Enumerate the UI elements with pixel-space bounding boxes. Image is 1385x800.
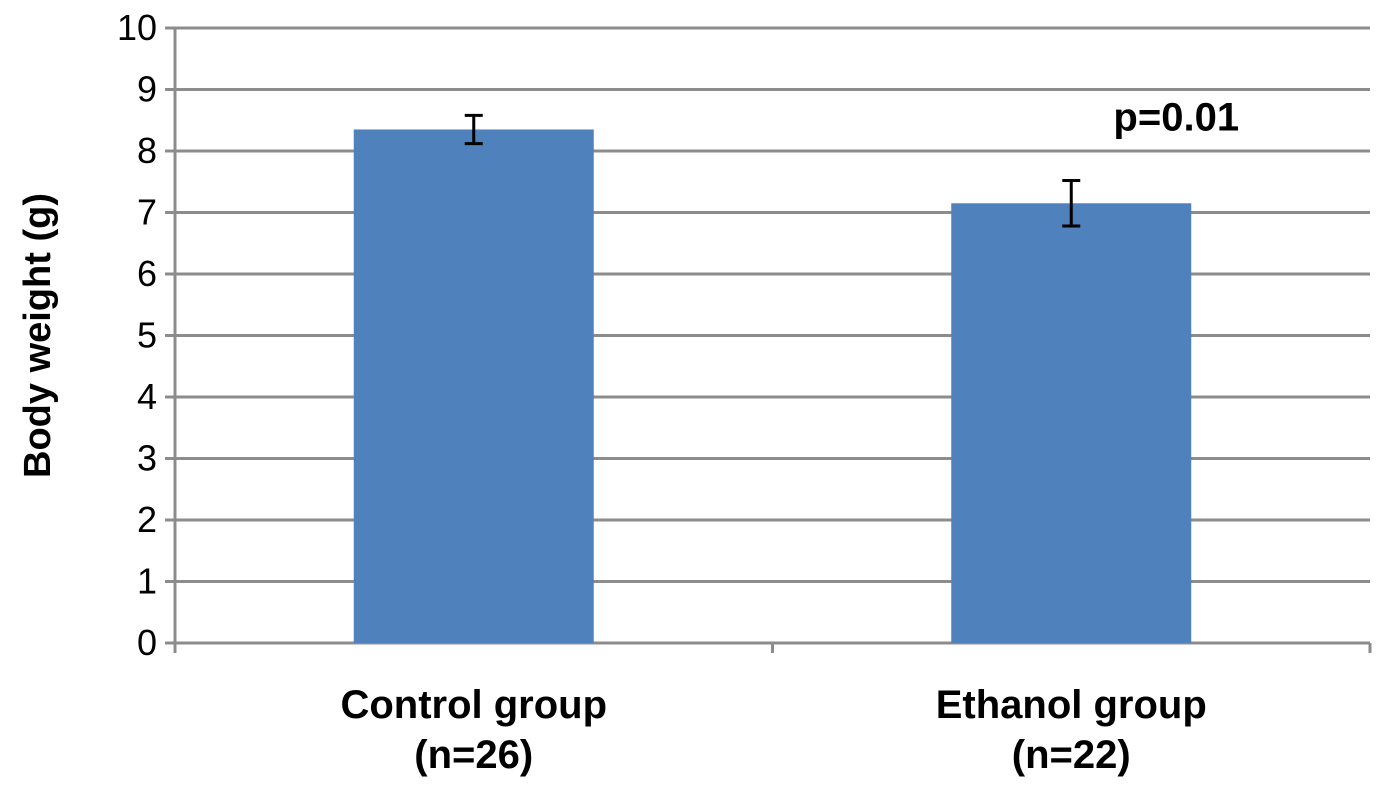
- y-tick-label: 5: [137, 315, 157, 356]
- y-tick-label: 9: [137, 69, 157, 110]
- x-category-label: (n=26): [414, 733, 533, 777]
- y-tick-label: 2: [137, 499, 157, 540]
- y-tick-label: 8: [137, 130, 157, 171]
- y-tick-label: 7: [137, 192, 157, 233]
- error-bars: [464, 113, 1081, 228]
- y-axis-title: Body weight (g): [17, 193, 59, 478]
- y-tick-label: 6: [137, 253, 157, 294]
- labels: 0 1 2 3 4 5 6 7 8 9 10 Body weight (g) Control group…: [17, 7, 1239, 777]
- bar-1: [951, 203, 1192, 643]
- x-category-label: Ethanol group: [936, 683, 1207, 727]
- x-category-label: Control group: [340, 683, 607, 727]
- x-category-label: (n=22): [1012, 733, 1131, 777]
- bars: [353, 129, 1192, 644]
- y-tick-label: 10: [117, 7, 157, 48]
- y-tick-label: 1: [137, 561, 157, 602]
- y-tick-label: 0: [137, 622, 157, 663]
- bar-0: [353, 129, 594, 644]
- y-tick-label: 3: [137, 438, 157, 479]
- y-tick-label: 4: [137, 376, 157, 417]
- p-value-annotation: p=0.01: [1113, 95, 1239, 139]
